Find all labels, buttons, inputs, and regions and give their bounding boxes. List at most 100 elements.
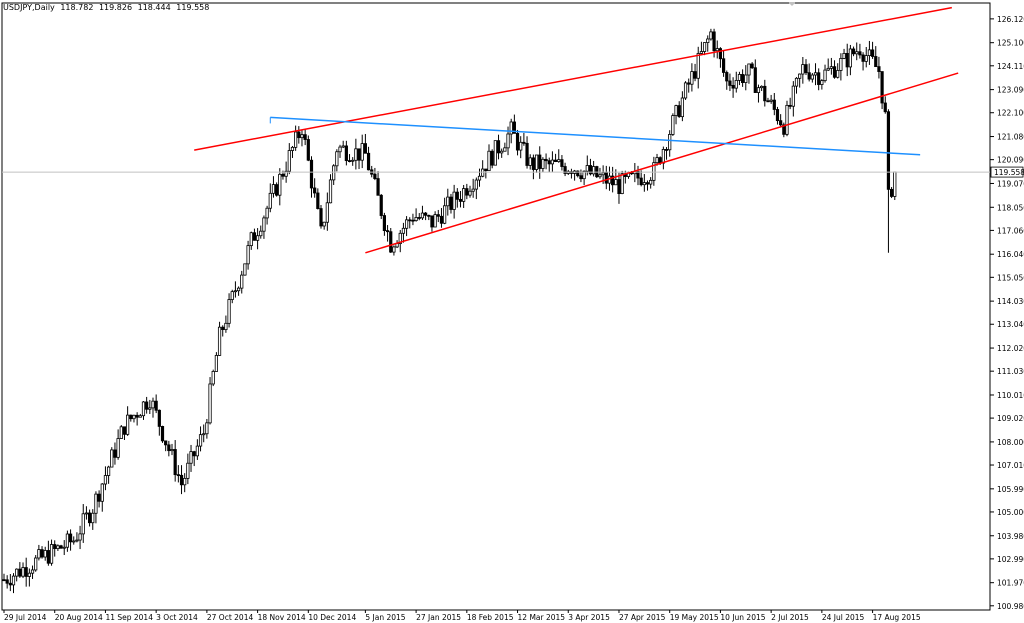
candle-body — [427, 214, 431, 217]
candle-body — [275, 184, 279, 196]
candle-body — [284, 170, 288, 177]
candle-body — [306, 139, 310, 161]
neckline-trendline[interactable] — [270, 116, 921, 156]
candle-body — [826, 67, 830, 71]
y-tick-label: 109.020 — [997, 414, 1024, 423]
x-tick-label: 29 Jul 2014 — [4, 613, 47, 622]
candle-body — [680, 97, 684, 118]
candle-body — [588, 165, 593, 175]
candle-body — [522, 141, 526, 144]
candle-body — [458, 198, 463, 202]
candle-body — [75, 539, 79, 542]
candle-body — [205, 422, 209, 435]
candle-body — [439, 215, 444, 224]
candle-body — [141, 401, 146, 417]
y-tick-label: 101.970 — [997, 579, 1024, 588]
candle-body — [687, 82, 691, 85]
candle-body — [769, 99, 773, 102]
candle-body — [81, 513, 85, 535]
candle-body — [392, 246, 396, 253]
y-tick-label: 103.980 — [997, 532, 1024, 541]
candle-body — [344, 145, 348, 161]
candle-body — [756, 87, 761, 93]
candle-body — [170, 449, 174, 452]
candle-body — [135, 414, 139, 418]
candle-body — [455, 191, 459, 200]
candle-body — [186, 462, 190, 479]
y-tick-label: 112.020 — [997, 344, 1024, 353]
candle-body — [604, 172, 608, 184]
close-value: 119.558 — [176, 3, 210, 12]
chart-title: USDJPY,Daily 118.782 119.826 118.444 119… — [3, 3, 212, 12]
candle-body — [198, 434, 203, 447]
x-tick-label: 19 May 2015 — [670, 613, 719, 622]
candle-body — [11, 575, 16, 586]
candle-body — [639, 177, 643, 186]
candle-body — [563, 166, 567, 174]
candle-body — [341, 145, 345, 148]
candle-body — [236, 287, 241, 292]
x-tick-label: 20 Aug 2014 — [55, 613, 103, 622]
y-tick-label: 122.100 — [997, 109, 1024, 118]
candle-body — [414, 217, 418, 221]
x-tick-label: 27 Oct 2014 — [207, 613, 254, 622]
candle-body — [668, 134, 672, 151]
candle-body — [706, 38, 710, 43]
candle-body — [544, 158, 548, 162]
y-tick-label: 121.080 — [997, 133, 1024, 142]
candle-body — [620, 173, 624, 194]
candle-body — [297, 131, 301, 139]
candle-body — [823, 69, 827, 82]
candle-body — [430, 215, 434, 228]
candle-body — [116, 438, 120, 458]
candle-body — [27, 572, 31, 577]
channel-trendline-2[interactable] — [365, 72, 959, 254]
candle-body — [183, 477, 187, 486]
plot-frame — [1, 2, 991, 611]
candle-body — [477, 175, 482, 181]
candle-body — [661, 149, 665, 164]
candle-body — [319, 208, 323, 227]
candle-body — [877, 66, 881, 72]
candle-body — [465, 188, 469, 196]
candle-body — [721, 58, 726, 73]
scroll-marker-icon[interactable] — [788, 2, 796, 6]
candle-body — [677, 105, 681, 118]
candle-body — [37, 549, 41, 559]
candle-body — [176, 474, 180, 477]
candle-body — [173, 449, 177, 476]
candle-body — [832, 66, 837, 78]
x-axis: 29 Jul 2014 20 Aug 2014 11 Sep 2014 3 Oct 2… — [3, 610, 921, 622]
channel-trendline-1[interactable] — [194, 6, 952, 151]
candle-body — [325, 202, 329, 223]
candle-body — [880, 71, 884, 104]
candle-body — [474, 179, 478, 190]
candle-body — [129, 414, 133, 420]
candle-body — [579, 175, 583, 180]
candle-body — [113, 449, 117, 458]
candle-body — [674, 105, 678, 117]
candle-body — [829, 66, 833, 69]
candle-body — [617, 179, 621, 194]
candle-body — [21, 567, 25, 577]
candle-body — [712, 31, 716, 52]
y-tick-label: 117.060 — [997, 226, 1024, 235]
candle-body — [810, 74, 814, 80]
candle-body — [122, 426, 127, 435]
candle-body — [490, 150, 494, 166]
candle-body — [59, 545, 63, 549]
x-tick-label: 3 Apr 2015 — [568, 613, 610, 622]
y-tick-label: 108.000 — [997, 438, 1024, 447]
y-tick-label: 124.110 — [997, 62, 1024, 71]
candle-body — [290, 146, 295, 151]
candle-body — [893, 171, 897, 197]
candle-body — [775, 109, 780, 122]
candle-body — [506, 133, 510, 149]
y-tick-label: 105.000 — [997, 508, 1024, 517]
candle-body — [382, 215, 387, 231]
candle-body — [446, 196, 450, 207]
candle-body — [696, 53, 700, 79]
candle-body — [531, 157, 535, 170]
candle-body — [785, 104, 789, 135]
